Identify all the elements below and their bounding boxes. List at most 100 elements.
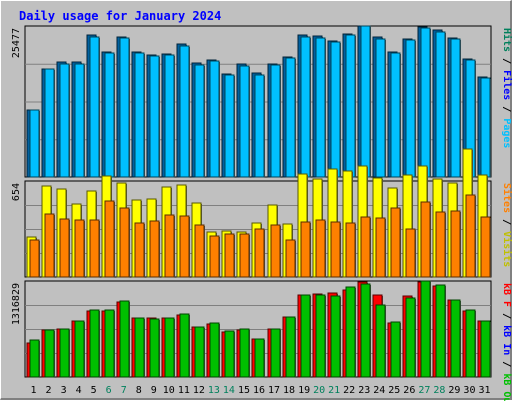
legend-entry: Sites	[501, 183, 512, 213]
files-bar-day-1	[29, 109, 40, 178]
files-bar-day-19	[300, 36, 311, 178]
x-tick-label: 15	[238, 385, 250, 396]
sites-bar-day-30	[465, 194, 476, 278]
x-tick-label: 3	[61, 385, 67, 396]
kb-out-bar-day-17	[270, 328, 281, 378]
sites-bar-day-26	[405, 228, 416, 278]
sites-bar-day-2	[44, 213, 55, 278]
kb-out-bar-day-10	[164, 317, 175, 378]
files-bar-day-25	[390, 52, 401, 178]
files-bar-day-17	[270, 64, 281, 178]
visits-panel-legend: Sites / Visits	[501, 183, 512, 267]
sites-bar-day-1	[29, 239, 40, 278]
sites-bar-day-19	[300, 221, 311, 278]
sites-bar-day-24	[375, 217, 386, 278]
files-bar-day-13	[209, 60, 220, 178]
sites-bar-day-12	[194, 224, 205, 278]
sites-bar-day-13	[209, 235, 220, 278]
legend-entry: kB F	[501, 283, 512, 307]
files-bar-day-31	[480, 77, 491, 178]
kb-out-bar-day-12	[194, 326, 205, 378]
kb-out-bar-day-11	[179, 313, 190, 378]
kb-out-bar-day-13	[209, 322, 220, 378]
sites-bar-day-9	[149, 220, 160, 278]
kb-out-bar-day-7	[119, 300, 130, 378]
y-max-label: 25477	[11, 28, 22, 58]
legend-entry: Hits	[501, 28, 512, 52]
files-bar-day-5	[89, 36, 100, 178]
files-bar-day-7	[119, 37, 130, 178]
kb-out-bar-day-8	[134, 317, 145, 378]
x-tick-label: 28	[433, 385, 445, 396]
x-tick-label: 19	[298, 385, 310, 396]
kb-out-bar-day-26	[405, 297, 416, 378]
kb-out-bar-day-4	[74, 320, 85, 378]
kb-out-bar-day-30	[465, 309, 476, 378]
x-tick-label: 23	[358, 385, 370, 396]
kb-out-bar-day-16	[254, 338, 265, 378]
files-bar-day-8	[134, 52, 145, 178]
x-tick-label: 16	[253, 385, 265, 396]
kb-out-bar-day-2	[44, 329, 55, 378]
x-tick-label: 21	[328, 385, 340, 396]
x-tick-label: 22	[343, 385, 355, 396]
legend-entry: kB Out	[501, 373, 512, 401]
files-bar-day-27	[420, 27, 431, 178]
files-bar-day-24	[375, 38, 386, 178]
y-max-label: 654	[11, 183, 22, 201]
sites-bar-day-21	[330, 221, 341, 278]
legend-entry: Files	[501, 70, 512, 100]
legend-entry: Visits	[501, 231, 512, 267]
kb-out-bar-day-14	[224, 330, 235, 378]
chart-title: Daily usage for January 2024	[19, 9, 221, 23]
sites-bar-day-14	[224, 233, 235, 278]
kb-out-bar-day-5	[89, 309, 100, 378]
x-tick-label: 17	[268, 385, 280, 396]
sites-bar-day-31	[480, 216, 491, 278]
sites-bar-day-11	[179, 215, 190, 278]
x-tick-label: 5	[91, 385, 97, 396]
x-tick-label: 9	[151, 385, 157, 396]
x-tick-label: 25	[388, 385, 400, 396]
files-bar-day-9	[149, 55, 160, 178]
files-bar-day-21	[330, 41, 341, 178]
kb-out-bar-day-6	[104, 309, 115, 378]
x-tick-label: 29	[448, 385, 460, 396]
kb-out-bar-day-21	[330, 295, 341, 378]
kbytes-panel: 1316829 kB F / kB In / kB Out	[11, 280, 512, 401]
sites-bar-day-8	[134, 222, 145, 278]
sites-bar-day-29	[450, 210, 461, 278]
kb-out-bar-day-1	[29, 339, 40, 378]
files-bar-day-22	[345, 34, 356, 178]
kb-out-bar-day-19	[300, 294, 311, 378]
files-bar-day-6	[104, 52, 115, 178]
kb-out-bar-day-20	[315, 294, 326, 378]
sites-bar-day-3	[59, 218, 70, 278]
x-tick-label: 7	[121, 385, 127, 396]
files-bar-day-14	[224, 74, 235, 178]
kb-out-bar-day-31	[480, 320, 491, 378]
x-tick-label: 1	[31, 385, 37, 396]
kb-out-bar-day-24	[375, 304, 386, 378]
x-tick-label: 12	[193, 385, 205, 396]
files-bar-day-18	[285, 57, 296, 178]
x-tick-label: 14	[223, 385, 235, 396]
legend-entry: Pages	[501, 118, 512, 148]
x-tick-label: 30	[463, 385, 475, 396]
files-bar-day-4	[74, 63, 85, 178]
sites-bar-day-17	[270, 224, 281, 278]
files-bar-day-28	[435, 31, 446, 178]
x-tick-label: 27	[418, 385, 430, 396]
kb-out-bar-day-23	[360, 283, 371, 378]
hits-panel: 25477 Hits / Files / Pages	[11, 25, 512, 178]
kb-out-bar-day-28	[435, 284, 446, 378]
sites-bar-day-20	[315, 219, 326, 278]
files-bar-day-2	[44, 68, 55, 178]
kb-out-bar-day-25	[390, 321, 401, 378]
kb-out-bar-day-29	[450, 299, 461, 378]
x-tick-label: 2	[46, 385, 52, 396]
kb-out-bar-day-22	[345, 286, 356, 378]
sites-bar-day-25	[390, 207, 401, 278]
